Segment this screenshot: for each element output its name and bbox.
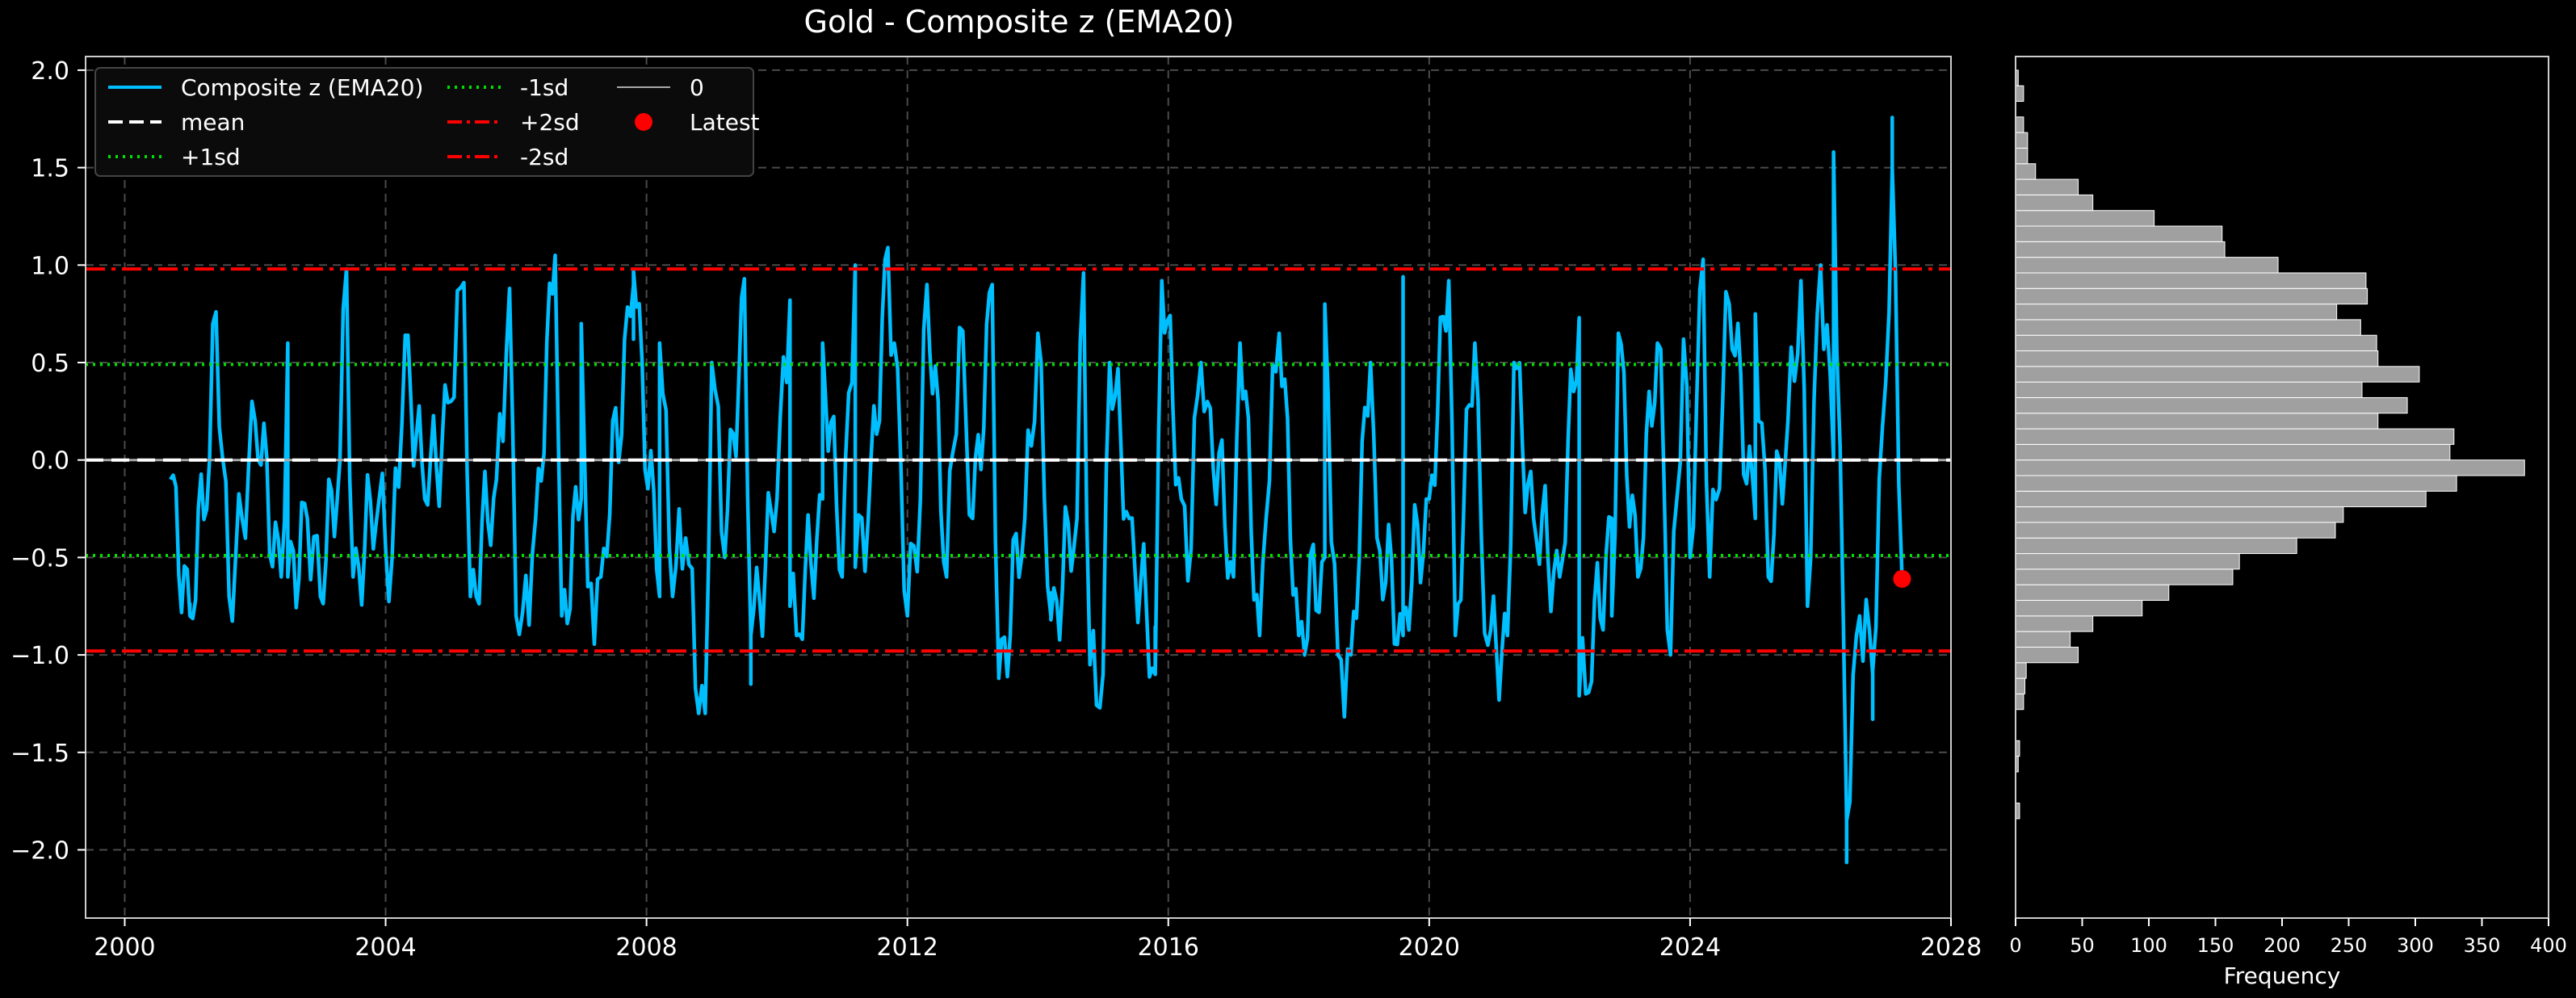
histogram-bar: [2015, 693, 2024, 711]
y-tick-label: 1.0: [31, 252, 69, 280]
histogram-bar: [2015, 334, 2377, 352]
y-tick-label: 1.5: [31, 155, 69, 183]
histogram-bar: [2015, 646, 2079, 664]
histogram-bar: [2015, 210, 2155, 227]
legend-label: -2sd: [520, 144, 568, 170]
chart-title: Gold - Composite z (EMA20): [804, 4, 1235, 40]
x-tick-label: 2000: [94, 933, 155, 962]
histogram-bar: [2015, 677, 2026, 694]
histogram-bar: [2015, 116, 2024, 133]
histogram-bar: [2015, 178, 2079, 195]
legend-label: Latest: [690, 109, 760, 136]
histogram-bar: [2015, 600, 2143, 617]
latest-marker: [1893, 569, 1911, 588]
histogram-bar: [2015, 662, 2027, 679]
x-tick-label: 2028: [1920, 933, 1982, 962]
legend-label: mean: [181, 109, 245, 136]
x-tick-label: 2008: [615, 933, 677, 962]
legend-marker: [635, 113, 652, 131]
legend-label: Composite z (EMA20): [181, 74, 423, 101]
histogram-bar: [2015, 319, 2361, 336]
x-tick-label: 2024: [1659, 933, 1721, 962]
x-tick-label: 2012: [877, 933, 938, 962]
histogram-bar: [2015, 396, 2408, 414]
x-tick-label: 2016: [1138, 933, 1199, 962]
histogram-x-tick-label: 200: [2263, 934, 2301, 957]
histogram-bar: [2015, 475, 2457, 492]
legend-box: [94, 67, 754, 177]
histogram-bar: [2015, 257, 2279, 274]
histogram-bar: [2015, 304, 2338, 321]
histogram-x-tick-label: 300: [2397, 934, 2434, 957]
histogram-bar: [2015, 459, 2525, 476]
histogram-bar: [2015, 443, 2451, 461]
histogram-x-tick-label: 100: [2130, 934, 2167, 957]
histogram-bar: [2015, 631, 2071, 648]
histogram-bar: [2015, 428, 2455, 445]
main-plot-frame: [85, 56, 1952, 919]
histogram-bar: [2015, 85, 2024, 103]
histogram-bar: [2015, 381, 2363, 398]
histogram-bar: [2015, 522, 2336, 539]
y-tick-label: −0.5: [10, 544, 69, 572]
histogram-bar: [2015, 272, 2367, 289]
histogram-bar: [2015, 350, 2379, 367]
y-tick-label: 0.0: [31, 447, 69, 476]
histogram-x-tick-label: 150: [2197, 934, 2234, 957]
y-tick-label: −1.5: [10, 740, 69, 768]
histogram-bar: [2015, 584, 2170, 602]
histogram-bar: [2015, 287, 2368, 305]
histogram-x-tick-label: 250: [2331, 934, 2368, 957]
histogram-x-tick-label: 0: [2009, 934, 2021, 957]
histogram-bar: [2015, 225, 2223, 242]
histogram-bar: [2015, 366, 2420, 383]
histogram-bar: [2015, 194, 2094, 212]
histogram-bar: [2015, 537, 2297, 555]
y-tick-label: −2.0: [10, 837, 69, 866]
legend-label: +1sd: [181, 144, 241, 170]
x-tick-label: 2020: [1399, 933, 1460, 962]
legend-label: +2sd: [520, 109, 580, 136]
histogram-x-tick-label: 350: [2464, 934, 2501, 957]
histogram-bar: [2015, 132, 2028, 149]
y-tick-label: 0.5: [31, 350, 69, 378]
histogram-bar: [2015, 241, 2226, 258]
series-line-composite-z: [169, 115, 1904, 865]
legend-label: 0: [690, 74, 704, 101]
legend-label: -1sd: [520, 74, 568, 101]
histogram-bar: [2015, 553, 2240, 570]
y-tick-label: 2.0: [31, 57, 69, 86]
histogram-bar: [2015, 615, 2094, 632]
y-tick-label: −1.0: [10, 642, 69, 670]
histogram-bar: [2015, 413, 2379, 430]
histogram-bar: [2015, 568, 2234, 585]
x-tick-label: 2004: [355, 933, 416, 962]
histogram-bar: [2015, 147, 2028, 165]
histogram-x-tick-label: 50: [2070, 934, 2095, 957]
histogram-bar: [2015, 506, 2344, 523]
histogram-bar: [2015, 490, 2427, 508]
histogram-x-tick-label: 400: [2530, 934, 2567, 957]
histogram-x-axis-label: Frequency: [2224, 962, 2341, 989]
histogram-bar: [2015, 163, 2037, 180]
